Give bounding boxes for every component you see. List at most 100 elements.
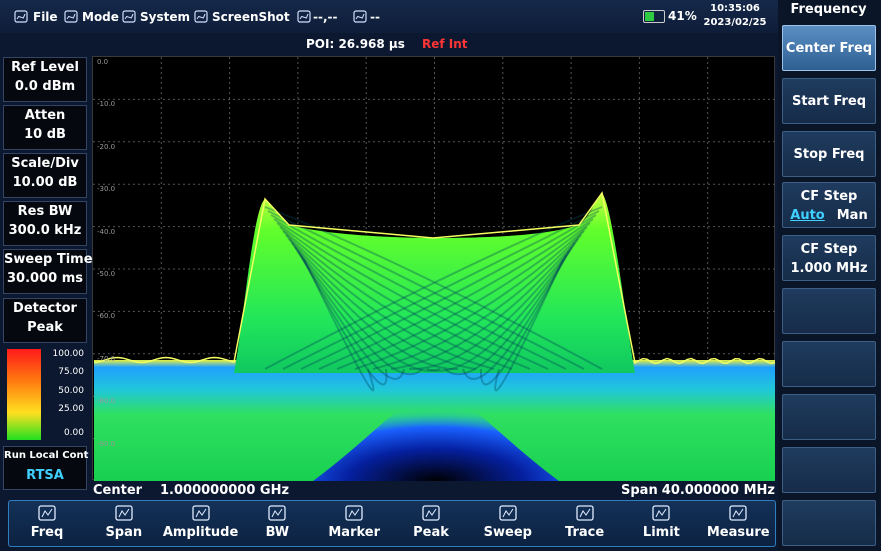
top-menu-item[interactable]: Mode [82, 10, 119, 24]
menu-label: Measure [706, 525, 770, 540]
top-menu-item[interactable]: System [140, 10, 190, 24]
menu-label: Limit [642, 525, 680, 540]
menu-label: BW [265, 525, 290, 540]
y-label: -80.0 [97, 397, 116, 406]
param-label: Scale/Div [11, 156, 79, 171]
top-menu-item[interactable]: -- [370, 10, 380, 24]
param-label: Sweep Time [4, 252, 93, 267]
weave-line [285, 234, 477, 370]
icon-detail [196, 13, 206, 20]
menu-button[interactable]: Limit [622, 500, 700, 547]
menu-label: Marker [328, 525, 381, 540]
top-menu-item[interactable]: ScreenShot [212, 10, 290, 24]
plot-area: 0.0 -10.0 -20.0 -30.0 -40.0 -50.0 -60.0 -70.0 -8… [92, 56, 776, 481]
soft-key[interactable] [782, 447, 876, 493]
weave-line [294, 246, 423, 376]
weave-line [291, 242, 441, 372]
y-label: -60.0 [97, 312, 116, 321]
icon-shape [38, 505, 56, 521]
soft-key[interactable]: Stop Freq [782, 131, 876, 177]
param-box[interactable]: Detector Peak [3, 298, 87, 343]
soft-key[interactable]: CF Step 1.000 MHz [782, 235, 876, 281]
y-label: 0.0 [97, 58, 109, 66]
menu-button[interactable]: Sweep [469, 500, 547, 547]
soft-key[interactable]: Center Freq [782, 25, 876, 71]
param-value: Peak [27, 320, 63, 335]
soft-key-label: Center Freq [785, 41, 873, 56]
soft-key[interactable] [782, 341, 876, 387]
soft-key-label: Stop Freq [793, 147, 865, 162]
weave-line [479, 254, 567, 386]
weave-line [426, 242, 576, 372]
param-value: 10.00 dB [12, 175, 78, 190]
menu-button[interactable]: Measure [699, 500, 777, 547]
weave-line [267, 210, 585, 370]
icon-detail [271, 508, 283, 518]
icon-shape [422, 505, 440, 521]
color-scale-label: 25.00 [58, 404, 84, 414]
param-box[interactable]: Res BW 300.0 kHz [3, 201, 87, 246]
menu-label: Trace [565, 525, 605, 540]
param-box[interactable]: Ref Level 0.0 dBm [3, 57, 87, 102]
color-scale-label: 75.00 [58, 367, 84, 377]
icon-shape [14, 10, 28, 23]
menu-button[interactable]: BW [238, 500, 316, 547]
top-menu-item[interactable]: --,-- [313, 10, 338, 24]
icon-detail [732, 508, 744, 518]
icon-shape [652, 505, 671, 521]
param-box[interactable]: Atten 10 dB [3, 105, 87, 150]
signal-body [234, 193, 635, 373]
weave-line [276, 222, 531, 370]
param-value: 30.000 ms [7, 271, 83, 286]
param-label: Ref Level [11, 60, 79, 75]
weave-line [273, 218, 549, 370]
menu-icon [575, 505, 594, 521]
icon-shape [194, 10, 208, 23]
menu-icon [345, 505, 363, 521]
param-value: 10 dB [24, 127, 66, 142]
soft-key[interactable] [782, 394, 876, 440]
date: 2023/02/25 [703, 17, 767, 28]
soft-key[interactable]: Start Freq [782, 78, 876, 124]
menu-label: Peak [413, 525, 449, 540]
param-label: Atten [24, 108, 66, 123]
battery: 41% [668, 9, 697, 23]
menu-icon [268, 505, 287, 521]
icon-shape [115, 505, 133, 521]
soft-key[interactable] [782, 288, 876, 334]
menu-button[interactable]: Marker [315, 500, 393, 547]
icon-shape [729, 505, 747, 521]
menu-button[interactable]: Peak [392, 500, 470, 547]
y-label: -70.0 [97, 354, 116, 363]
icon-detail [502, 508, 514, 518]
param-label: Res BW [17, 204, 73, 219]
menu-icon [422, 505, 440, 521]
icon-detail [124, 13, 134, 20]
menu-icon [14, 10, 28, 23]
soft-key[interactable]: CF Step Auto Man [782, 182, 876, 228]
option[interactable]: Man [836, 208, 868, 223]
weave-line [288, 238, 459, 371]
icon-shape [64, 10, 78, 23]
menu-button[interactable]: Amplitude [162, 500, 240, 547]
y-label: -20.0 [97, 142, 116, 151]
weave-line [300, 214, 597, 370]
icon-detail [66, 13, 76, 20]
soft-key[interactable] [782, 500, 876, 546]
option[interactable]: Auto [790, 208, 825, 223]
param-box[interactable]: Scale/Div 10.00 dB [3, 153, 87, 198]
weave-line [297, 250, 405, 380]
menu-button[interactable]: Span [85, 500, 163, 547]
icon-shape [122, 10, 136, 23]
param-box[interactable]: Sweep Time 30.000 ms [3, 249, 93, 294]
weave-line [264, 206, 603, 370]
icon-detail [348, 508, 360, 518]
menu-button[interactable]: Trace [546, 500, 624, 547]
top-menu-item[interactable]: File [33, 10, 58, 24]
mode-label: Run Local Cont [4, 450, 89, 461]
weave-line [279, 226, 513, 370]
menu-icon [652, 505, 671, 521]
icon-shape [268, 505, 287, 521]
icon-detail [355, 13, 365, 20]
menu-button[interactable]: Freq [8, 500, 86, 547]
